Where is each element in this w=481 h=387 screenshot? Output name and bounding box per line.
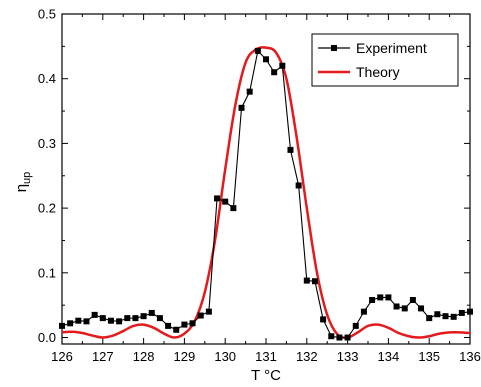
x-tick-label: 126 [51, 349, 73, 364]
x-tick-label: 128 [133, 349, 155, 364]
data-point-experiment [360, 308, 367, 315]
data-point-experiment [197, 312, 204, 319]
data-point-experiment [263, 56, 269, 63]
data-point-experiment [148, 309, 155, 316]
data-point-experiment [132, 315, 139, 322]
data-point-experiment [271, 69, 278, 76]
legend-box [311, 33, 459, 87]
axis-ticks [61, 13, 471, 344]
data-point-experiment [352, 322, 359, 329]
series-line-theory [61, 46, 471, 339]
x-tick-label: 131 [255, 349, 277, 364]
data-point-experiment [214, 195, 221, 202]
data-point-experiment [75, 317, 82, 324]
data-point-experiment [393, 303, 400, 310]
data-point-experiment [418, 305, 425, 312]
data-point-experiment [189, 320, 196, 327]
y-tick-label: 0.2 [38, 201, 56, 216]
data-point-experiment [426, 315, 433, 322]
data-point-experiment [124, 315, 131, 322]
data-point-experiment [59, 322, 65, 329]
legend-label-experiment: Experiment [356, 40, 427, 56]
y-tick-label: 0.0 [38, 330, 56, 345]
data-point-experiment [230, 205, 237, 212]
data-point-experiment [401, 305, 408, 312]
data-point-experiment [83, 318, 90, 325]
data-point-experiment [91, 311, 98, 318]
data-point-experiment [116, 318, 123, 325]
legend-item-theory: Theory [318, 64, 400, 80]
data-point-experiment [165, 322, 172, 329]
x-tick-label: 130 [214, 349, 236, 364]
series-layer [59, 46, 473, 341]
x-tick-label: 127 [92, 349, 114, 364]
x-tick-label: 134 [378, 349, 400, 364]
data-point-experiment [434, 311, 441, 318]
data-point-experiment [254, 47, 261, 54]
data-point-experiment [287, 146, 294, 153]
data-point-experiment [279, 62, 286, 69]
data-point-experiment [409, 297, 416, 303]
data-point-experiment [205, 308, 212, 315]
data-point-experiment [238, 104, 245, 111]
data-point-experiment [385, 294, 392, 301]
data-point-experiment [173, 326, 180, 333]
x-tick-label: 136 [459, 349, 481, 364]
data-point-experiment [107, 317, 114, 324]
legend-label-theory: Theory [356, 64, 400, 80]
data-point-experiment [246, 88, 253, 95]
y-tick-label: 0.4 [38, 71, 56, 86]
data-point-experiment [369, 297, 376, 303]
x-axis-label: T °C [251, 367, 281, 384]
x-tick-label: 129 [174, 349, 196, 364]
y-tick-label: 0.1 [38, 265, 56, 280]
data-point-experiment [450, 313, 457, 320]
x-tick-label: 132 [296, 349, 318, 364]
data-point-experiment [320, 316, 327, 323]
legend-item-experiment: Experiment [318, 40, 427, 56]
data-point-experiment [442, 313, 449, 320]
series-line-experiment [61, 49, 471, 339]
x-tick-label: 133 [337, 349, 359, 364]
data-point-experiment [156, 315, 163, 322]
y-axis-label-text: ηup [13, 172, 33, 193]
x-tick-label: 135 [418, 349, 440, 364]
y-axis-label-sub: up [21, 172, 33, 184]
y-axis-label: ηup [13, 172, 33, 193]
y-tick-label: 0.5 [38, 7, 56, 22]
tick-labels: 126 127 128 129 130 131 132 133 134 135 136 0.0 0.1 0… [38, 7, 481, 365]
data-point-experiment [344, 334, 351, 341]
legend-marker-experiment [331, 45, 337, 51]
data-point-experiment [99, 315, 106, 322]
data-point-experiment [377, 294, 384, 301]
data-point-experiment [336, 334, 343, 341]
data-point-experiment [181, 321, 188, 328]
data-point-experiment [295, 182, 302, 189]
data-point-experiment [311, 278, 318, 285]
data-point-experiment [222, 198, 229, 205]
data-point-experiment [458, 309, 465, 316]
legend: Experiment Theory [311, 33, 459, 87]
data-point-experiment [328, 333, 335, 340]
y-tick-label: 0.3 [38, 136, 56, 151]
data-point-experiment [303, 277, 310, 284]
data-point-experiment [140, 313, 147, 320]
data-point-experiment [67, 320, 74, 327]
y-axis-label-main: η [13, 184, 30, 192]
data-point-experiment [467, 308, 473, 315]
